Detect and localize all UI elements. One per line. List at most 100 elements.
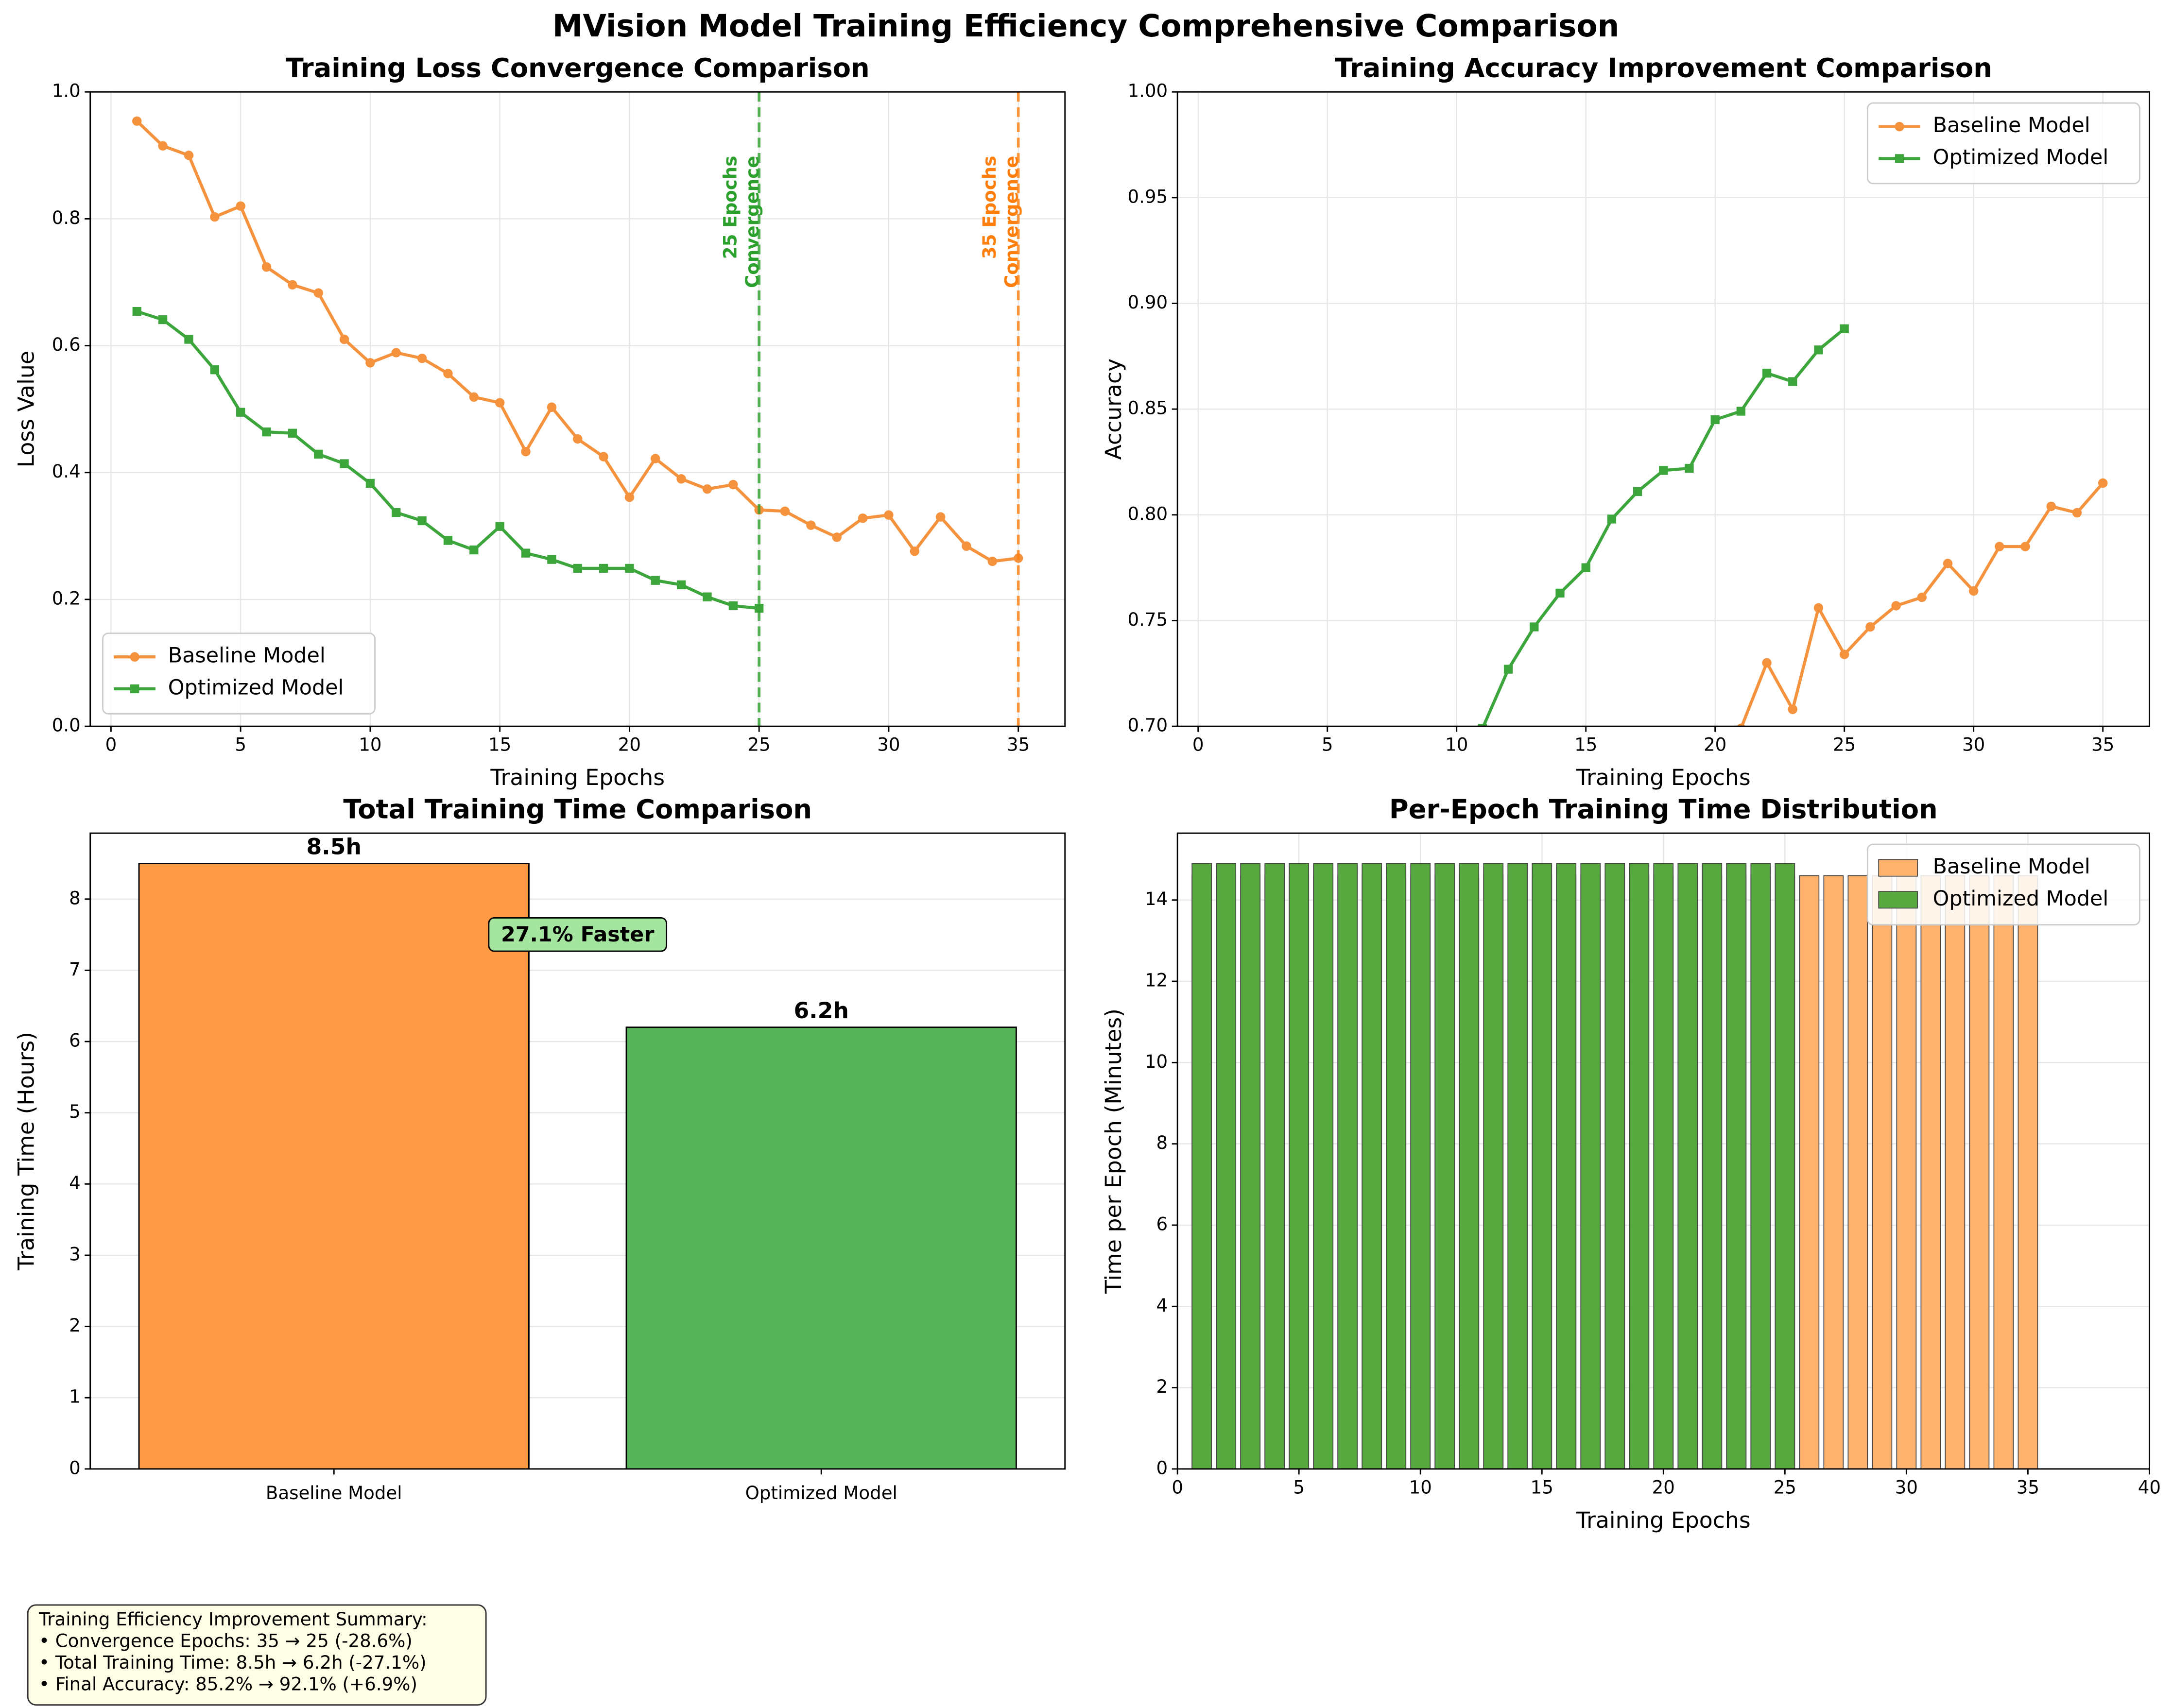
marker [495, 522, 504, 531]
marker [651, 454, 660, 463]
y-tick-label: 10 [1145, 1051, 1168, 1072]
bar [1289, 863, 1310, 1469]
annotation: 27.1% Faster [501, 922, 655, 947]
marker [651, 576, 660, 585]
y-tick-label: 6 [1156, 1213, 1168, 1234]
bar [1702, 863, 1723, 1469]
y-tick-label: 0.0 [52, 715, 81, 736]
bar [138, 863, 530, 1469]
bar [1969, 875, 1990, 1469]
bar [1313, 863, 1334, 1469]
x-tick-label: 30 [877, 734, 900, 755]
marker [1891, 601, 1901, 611]
marker [158, 141, 168, 151]
x-tick-label: 0 [105, 734, 117, 755]
marker [884, 510, 894, 520]
x-tick-label: 20 [1704, 734, 1726, 755]
marker [1813, 603, 1824, 613]
bar [1775, 863, 1795, 1469]
marker [443, 536, 453, 545]
marker [210, 365, 219, 375]
marker [1762, 369, 1772, 378]
bar [1677, 863, 1698, 1469]
bar [1386, 863, 1407, 1469]
x-tick-label: Baseline Model [266, 1483, 402, 1503]
marker [288, 280, 297, 290]
marker [469, 545, 479, 555]
marker [365, 358, 375, 368]
bar [1337, 863, 1358, 1469]
plot-area [138, 863, 1017, 1469]
y-axis-label: Time per Epoch (Minutes) [1101, 1008, 1126, 1294]
marker [1995, 542, 2004, 551]
marker [832, 532, 842, 542]
axes-frame [89, 832, 1066, 1470]
marker [1840, 324, 1849, 333]
marker [158, 315, 168, 325]
y-tick-label: 6 [69, 1030, 81, 1051]
bar [1896, 875, 1917, 1469]
bar [1872, 875, 1893, 1469]
marker [392, 508, 401, 517]
marker [132, 307, 141, 316]
summary-line: • Total Training Time: 8.5h → 6.2h (-27.… [39, 1652, 427, 1673]
marker [858, 513, 868, 523]
marker [573, 434, 583, 444]
marker [1943, 559, 1953, 568]
panel: 0 1 2 3 4 5 6 7 8 Baseline Model 8.5h Optimized Mod… [14, 794, 1066, 1503]
chart-title: Total Training Time Comparison [343, 794, 812, 825]
marker [910, 546, 919, 556]
axes-frame [89, 91, 1066, 727]
x-tick-label: 20 [1652, 1477, 1675, 1498]
x-tick-label: 35 [1007, 734, 1030, 755]
marker [1607, 514, 1617, 524]
marker [599, 452, 608, 461]
x-tick-label: 5 [235, 734, 246, 755]
marker [443, 369, 453, 378]
bar [2018, 875, 2038, 1469]
marker [365, 478, 375, 488]
marker [676, 474, 686, 484]
bar [1191, 863, 1212, 1469]
bar [1653, 863, 1674, 1469]
summary-line: • Convergence Epochs: 35 → 25 (-28.6%) [39, 1630, 413, 1651]
marker [1788, 377, 1797, 386]
marker [262, 427, 271, 437]
marker [132, 116, 142, 126]
marker [987, 556, 998, 566]
y-tick-label: 0.8 [52, 207, 81, 228]
axes-frame [1176, 91, 2150, 727]
y-tick-label: 0.80 [1127, 503, 1168, 524]
plot-area [132, 116, 1023, 613]
y-tick-label: 0.70 [1127, 715, 1168, 736]
legend-label: Baseline Model [168, 644, 326, 668]
legend-label: Baseline Model [1933, 113, 2090, 137]
bar [1726, 863, 1747, 1469]
y-axis-label: Loss Value [14, 351, 39, 467]
marker [314, 449, 323, 459]
bar [1629, 863, 1650, 1469]
marker [2046, 501, 2056, 512]
y-tick-label: 0 [1156, 1457, 1168, 1478]
y-tick-label: 0.6 [52, 334, 81, 355]
legend-box [1866, 843, 2140, 926]
marker [495, 398, 505, 408]
marker [728, 601, 738, 611]
marker [1530, 622, 1539, 632]
y-tick-label: 8 [69, 888, 81, 908]
bar [1750, 863, 1771, 1469]
x-axis-label: Training Epochs [1576, 765, 1751, 790]
bar [1240, 863, 1261, 1469]
y-tick-label: 0.95 [1127, 186, 1168, 207]
panel: 0.70 0.75 0.80 0.85 0.90 0.95 1.00 0 5 10 15 20 25 30… [1101, 53, 2150, 790]
x-tick-label: 35 [2017, 1477, 2039, 1498]
legend-label: Optimized Model [1933, 145, 2109, 170]
legend-patch [1878, 859, 1918, 877]
marker [236, 408, 245, 417]
marker [1478, 724, 1487, 727]
convergence-label: 25 Epochs [720, 156, 741, 259]
marker [1736, 407, 1746, 416]
marker [1710, 415, 1720, 425]
bar [1216, 863, 1237, 1469]
